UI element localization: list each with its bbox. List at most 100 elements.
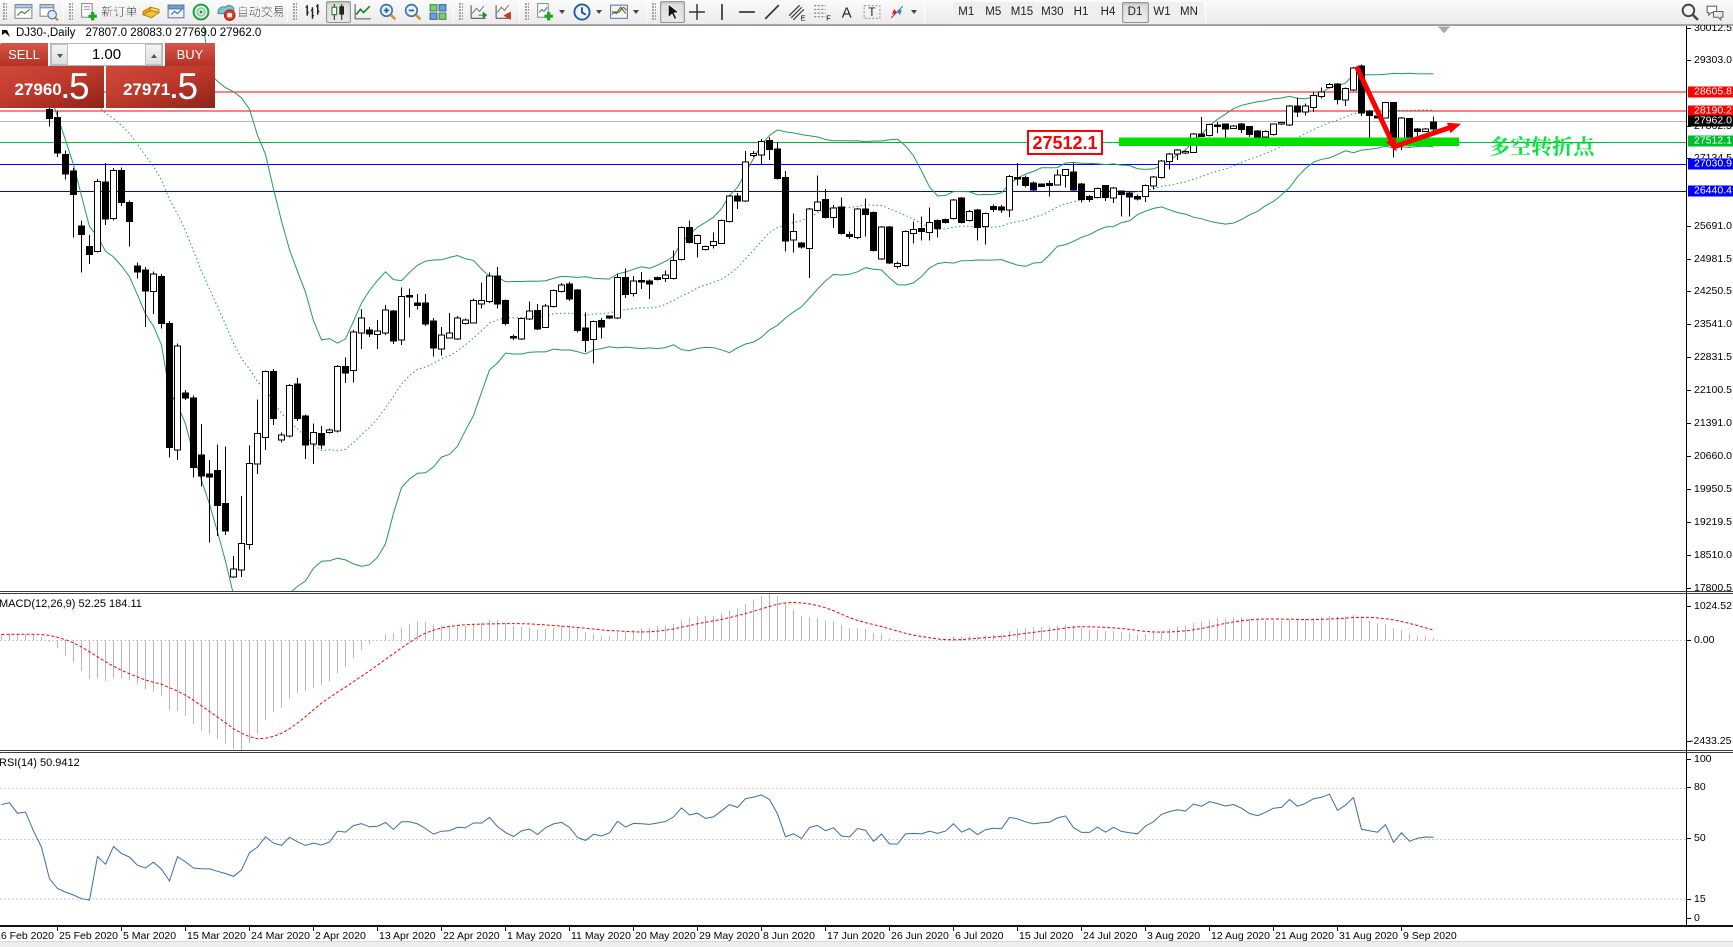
candle — [854, 208, 861, 239]
toolbar-grip[interactable] — [3, 3, 7, 21]
arrows-icon — [890, 5, 903, 19]
toolbar-chart-window-button[interactable] — [11, 1, 36, 23]
toolbar-text-label-button[interactable]: T — [860, 1, 885, 23]
toolbar-profiles-button[interactable] — [36, 1, 61, 23]
volume-input[interactable]: 1.00 — [91, 46, 122, 63]
toolbar-chat-button[interactable] — [1702, 1, 1727, 23]
toolbar-fibonacci-button[interactable]: F — [810, 1, 835, 23]
dropdown-arrow-icon[interactable] — [595, 10, 602, 14]
price-line-label: 28605.8 — [1688, 86, 1733, 98]
price-callout-text: 27512.1 — [1032, 133, 1097, 153]
toolbar-grip[interactable] — [69, 3, 73, 21]
candle — [478, 282, 485, 309]
price-tick-label: 30012.5 — [1694, 22, 1732, 34]
buy-price-display[interactable]: 27971. 5 — [106, 66, 215, 108]
price-line-label: 26440.4 — [1688, 185, 1733, 197]
sell-price-main: 27960 — [14, 80, 62, 99]
cursor-icon — [668, 3, 681, 20]
toolbar-crosshair-button[interactable] — [685, 1, 710, 23]
rsi-panel-canvas[interactable] — [0, 753, 1686, 925]
candle — [710, 232, 717, 249]
dropdown-arrow-icon[interactable] — [558, 10, 565, 14]
toolbar-text-button[interactable]: A — [835, 1, 860, 23]
candle — [126, 200, 133, 247]
toolbar-grip[interactable] — [458, 3, 463, 21]
toolbar-cursor-button[interactable] — [659, 1, 685, 23]
price-axis[interactable]: 30012.529303.027862.527134.525691.024981… — [1686, 22, 1733, 925]
date-tick-label: 5 Mar 2020 — [123, 930, 177, 942]
toolbar-zoom-out-button[interactable] — [401, 1, 426, 23]
timeframe-H4-button[interactable]: H4 — [1094, 1, 1122, 23]
toolbar-grip[interactable] — [524, 3, 529, 21]
panel-separator[interactable] — [0, 591, 1733, 592]
toolbar-trendline-button[interactable] — [760, 1, 785, 23]
toolbar-autotrading-button[interactable]: 自动交易 — [214, 1, 285, 23]
toolbar-candle-chart-button[interactable] — [325, 1, 351, 23]
price-chart-canvas[interactable]: 27512.1 — [0, 26, 1686, 591]
toolbar-arrows-button[interactable] — [885, 1, 922, 23]
sell-price-display[interactable]: 27960. 5 — [0, 66, 104, 108]
toolbar-templates-button[interactable] — [607, 1, 644, 23]
candle — [1038, 183, 1045, 188]
toolbar-line-chart-button[interactable] — [351, 1, 376, 23]
toolbar-market-watch-button[interactable] — [139, 1, 164, 23]
candle — [1110, 186, 1117, 203]
toolbar-hline-button[interactable] — [735, 1, 760, 23]
price-tick-label: 18510.0 — [1694, 548, 1732, 561]
chart-shift-marker[interactable] — [1438, 26, 1450, 34]
timeframe-M30-button[interactable]: M30 — [1037, 1, 1068, 23]
toolbar-separator — [63, 2, 64, 22]
toolbar-indicators-button[interactable] — [533, 1, 570, 23]
support-band[interactable] — [1119, 137, 1459, 147]
time-axis[interactable]: 16 Feb 2020 25 Feb 2020 5 Mar 2020 15 Mar 2… — [0, 927, 1733, 942]
toolbar-separator — [452, 2, 454, 22]
sell-button[interactable]: SELL — [0, 43, 48, 66]
line-chart-icon — [354, 4, 372, 20]
toolbar-vline-button[interactable] — [710, 1, 735, 23]
toolbar-search-button[interactable] — [1677, 1, 1702, 23]
date-tick-label: 26 Jun 2020 — [891, 930, 949, 942]
toolbar-tile-windows-button[interactable] — [426, 1, 451, 23]
toolbar-auto-scroll-button[interactable] — [467, 1, 492, 23]
toolbar-channel-button[interactable]: E — [785, 1, 810, 23]
volume-increase-button[interactable] — [145, 44, 162, 65]
toolbar-grip[interactable] — [651, 3, 656, 21]
toolbar-periods-button[interactable] — [570, 1, 607, 23]
toolbar-bar-chart-button[interactable] — [301, 1, 326, 23]
toolbar-signals-button[interactable] — [189, 1, 214, 23]
toolbar-chart-shift-button[interactable] — [492, 1, 517, 23]
candle — [1422, 127, 1429, 132]
buy-button[interactable]: BUY — [165, 43, 215, 66]
trend-arrow-down[interactable] — [1354, 65, 1394, 143]
timeframe-MN-button[interactable]: MN — [1175, 1, 1203, 23]
timeframe-M1-button[interactable]: M1 — [952, 1, 980, 23]
candle — [1182, 150, 1189, 155]
price-callout-box[interactable] — [1027, 130, 1103, 155]
toolbar-data-window-button[interactable] — [164, 1, 189, 23]
candle — [222, 446, 229, 535]
candle — [1334, 83, 1341, 105]
timeframe-D1-button[interactable]: D1 — [1121, 1, 1149, 23]
volume-decrease-button[interactable] — [51, 44, 68, 65]
timeframe-M5-button[interactable]: M5 — [979, 1, 1007, 23]
trend-arrow-up[interactable] — [1392, 125, 1451, 150]
timeframe-H1-button[interactable]: H1 — [1067, 1, 1095, 23]
candle — [662, 270, 669, 283]
price-tick — [1687, 787, 1691, 789]
toolbar-grip[interactable] — [292, 3, 297, 21]
date-tick-label: 17 Jun 2020 — [827, 930, 885, 942]
toolbar-new-order-button[interactable]: 新订单 — [77, 1, 139, 23]
macd-histogram — [1, 594, 1434, 750]
candle — [310, 423, 317, 465]
toolbar-zoom-in-button[interactable] — [376, 1, 401, 23]
dropdown-arrow-icon[interactable] — [910, 10, 917, 14]
timeframe-W1-button[interactable]: W1 — [1148, 1, 1176, 23]
sell-price-pips: 5 — [68, 66, 90, 107]
macd-panel-canvas[interactable] — [0, 594, 1686, 750]
time-tick — [57, 927, 58, 931]
panel-separator[interactable] — [0, 750, 1733, 751]
rsi-line — [1, 793, 1434, 901]
timeframe-M15-button[interactable]: M15 — [1006, 1, 1038, 23]
fibonacci-icon: F — [814, 5, 831, 22]
dropdown-arrow-icon[interactable] — [632, 10, 639, 14]
